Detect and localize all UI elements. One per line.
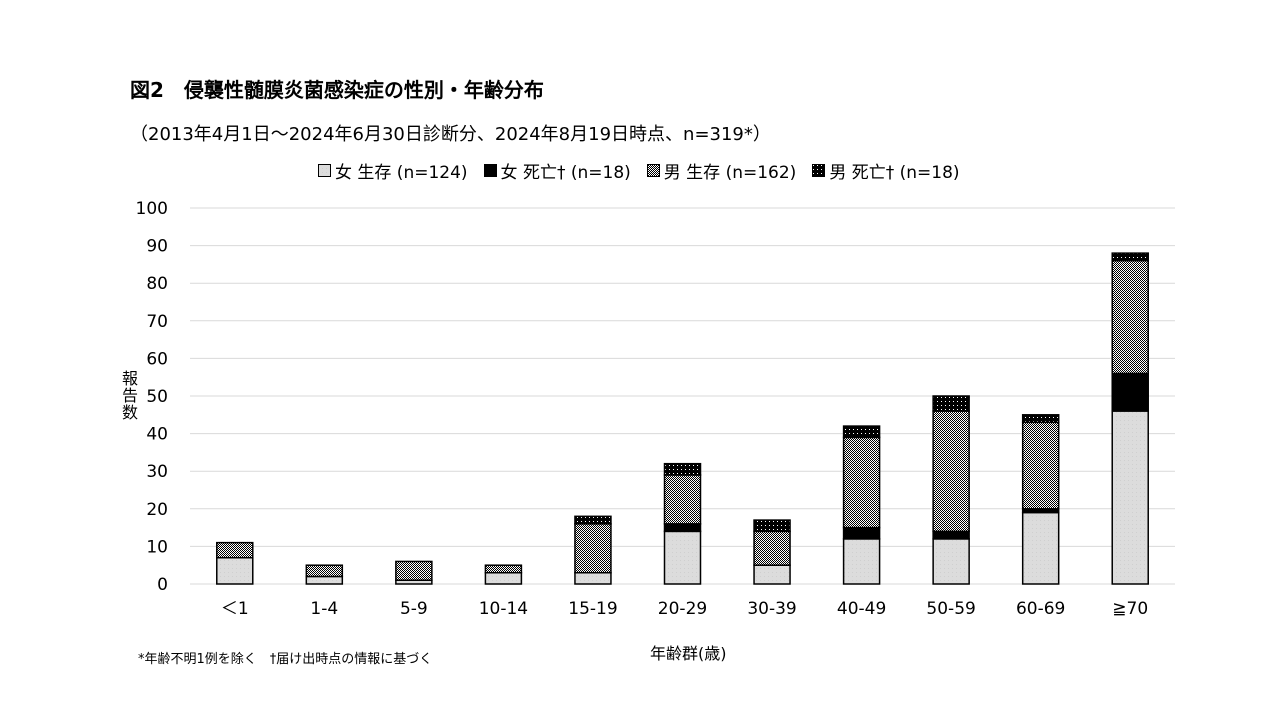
bar-segment: [842, 425, 881, 439]
y-tick-label: 10: [146, 537, 168, 557]
footnote: *年齢不明1例を除く †届け出時点の情報に基づく: [138, 652, 433, 667]
legend-item: 女 生存 (n=124): [318, 158, 468, 183]
bar-segment: [663, 474, 702, 525]
x-tick-label: ≧70: [1112, 599, 1148, 619]
bar-segment: [932, 410, 970, 533]
legend-swatch-icon: [318, 164, 331, 177]
bar-segment: [932, 530, 970, 540]
bar-segment: [842, 538, 881, 585]
bar-segment: [663, 530, 702, 585]
x-tick-label: 5‐9: [400, 599, 428, 619]
bar-segment: [305, 564, 344, 578]
legend-swatch-icon: [646, 164, 660, 177]
x-tick-label: 10‐14: [479, 599, 528, 619]
bar-segment: [663, 462, 702, 476]
x-tick-label: 30-39: [747, 599, 796, 619]
bar-segment: [305, 575, 344, 585]
bar-segment: [842, 526, 881, 540]
y-tick-label: 80: [146, 274, 168, 294]
bar-segment: [484, 564, 523, 574]
x-tick-label: 50-59: [926, 599, 975, 619]
bar-segment: [574, 523, 612, 574]
bar-segment: [395, 560, 433, 581]
bar-segment: [574, 571, 612, 585]
chart-subtitle: （2013年4月1日～2024年6月30日診断分、2024年8月19日時点、n=…: [130, 124, 771, 145]
legend-item: 男 生存 (n=162): [646, 158, 797, 183]
bar-segment: [484, 571, 523, 585]
y-axis-label: 報告数: [122, 369, 139, 422]
bar-segment: [753, 519, 791, 533]
y-tick-label: 90: [146, 237, 168, 257]
legend-label: 女 死亡† (n=18): [500, 163, 631, 183]
y-tick-label: 30: [146, 462, 168, 482]
y-tick-label: 40: [146, 425, 168, 445]
bar-segment: [1021, 511, 1060, 585]
bar-segment: [1021, 421, 1060, 510]
x-axis-label: 年齢群(歳): [650, 644, 727, 663]
x-tick-label: ＜1: [221, 599, 249, 619]
bar-segment: [1111, 410, 1149, 585]
y-tick-label: 60: [146, 349, 168, 369]
bar-segment: [932, 395, 970, 412]
legend-label: 男 生存 (n=162): [663, 163, 797, 183]
bar-segment: [574, 515, 612, 525]
bar-segment: [932, 538, 970, 585]
bar-segment: [753, 530, 791, 566]
y-tick-label: 20: [146, 500, 168, 520]
legend-swatch-icon: [483, 164, 497, 177]
y-tick-label: 50: [146, 387, 168, 407]
x-tick-label: 20-29: [658, 599, 707, 619]
bar-segment: [1111, 252, 1149, 262]
chart-title: 図2 侵襲性髄膜炎菌感染症の性別・年齢分布: [130, 78, 544, 102]
x-tick-label: 60-69: [1016, 599, 1065, 619]
legend-swatch-icon: [812, 164, 826, 177]
x-tick-label: 40-49: [837, 599, 886, 619]
x-tick-label: 15‐19: [568, 599, 617, 619]
bar-segment: [216, 556, 254, 585]
legend-label: 女 生存 (n=124): [335, 163, 468, 183]
bar-segment: [1111, 372, 1149, 412]
bar-segment: [663, 523, 702, 533]
bar-segment: [216, 541, 254, 559]
bar-segment: [1111, 259, 1149, 375]
legend-item: 女 死亡† (n=18): [483, 158, 631, 183]
legend-item: 男 死亡† (n=18): [812, 158, 960, 183]
bar-segment: [1021, 414, 1060, 424]
y-tick-label: 100: [136, 199, 168, 219]
bar-segment: [842, 436, 881, 529]
bar-segment: [753, 564, 791, 585]
legend: 女 生存 (n=124) 女 死亡† (n=18) 男 生存 (n=162) 男 死亡…: [318, 158, 960, 183]
y-tick-label: 0: [157, 575, 168, 595]
x-tick-label: 1‐4: [310, 599, 338, 619]
legend-label: 男 死亡† (n=18): [829, 163, 960, 183]
y-tick-label: 70: [146, 312, 168, 332]
